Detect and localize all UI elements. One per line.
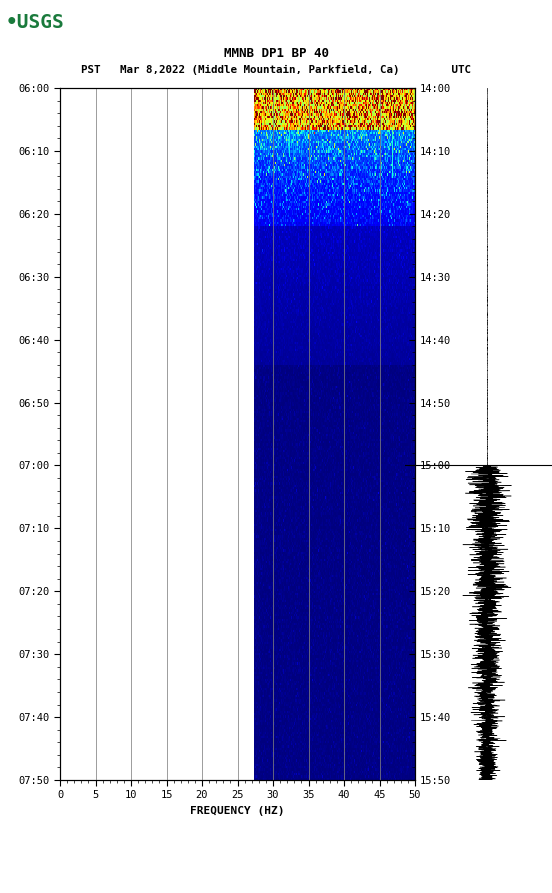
- Text: PST   Mar 8,2022 (Middle Mountain, Parkfield, Ca)        UTC: PST Mar 8,2022 (Middle Mountain, Parkfie…: [81, 64, 471, 75]
- Text: MMNB DP1 BP 40: MMNB DP1 BP 40: [224, 47, 328, 60]
- Text: •USGS: •USGS: [6, 13, 64, 32]
- X-axis label: FREQUENCY (HZ): FREQUENCY (HZ): [190, 806, 285, 816]
